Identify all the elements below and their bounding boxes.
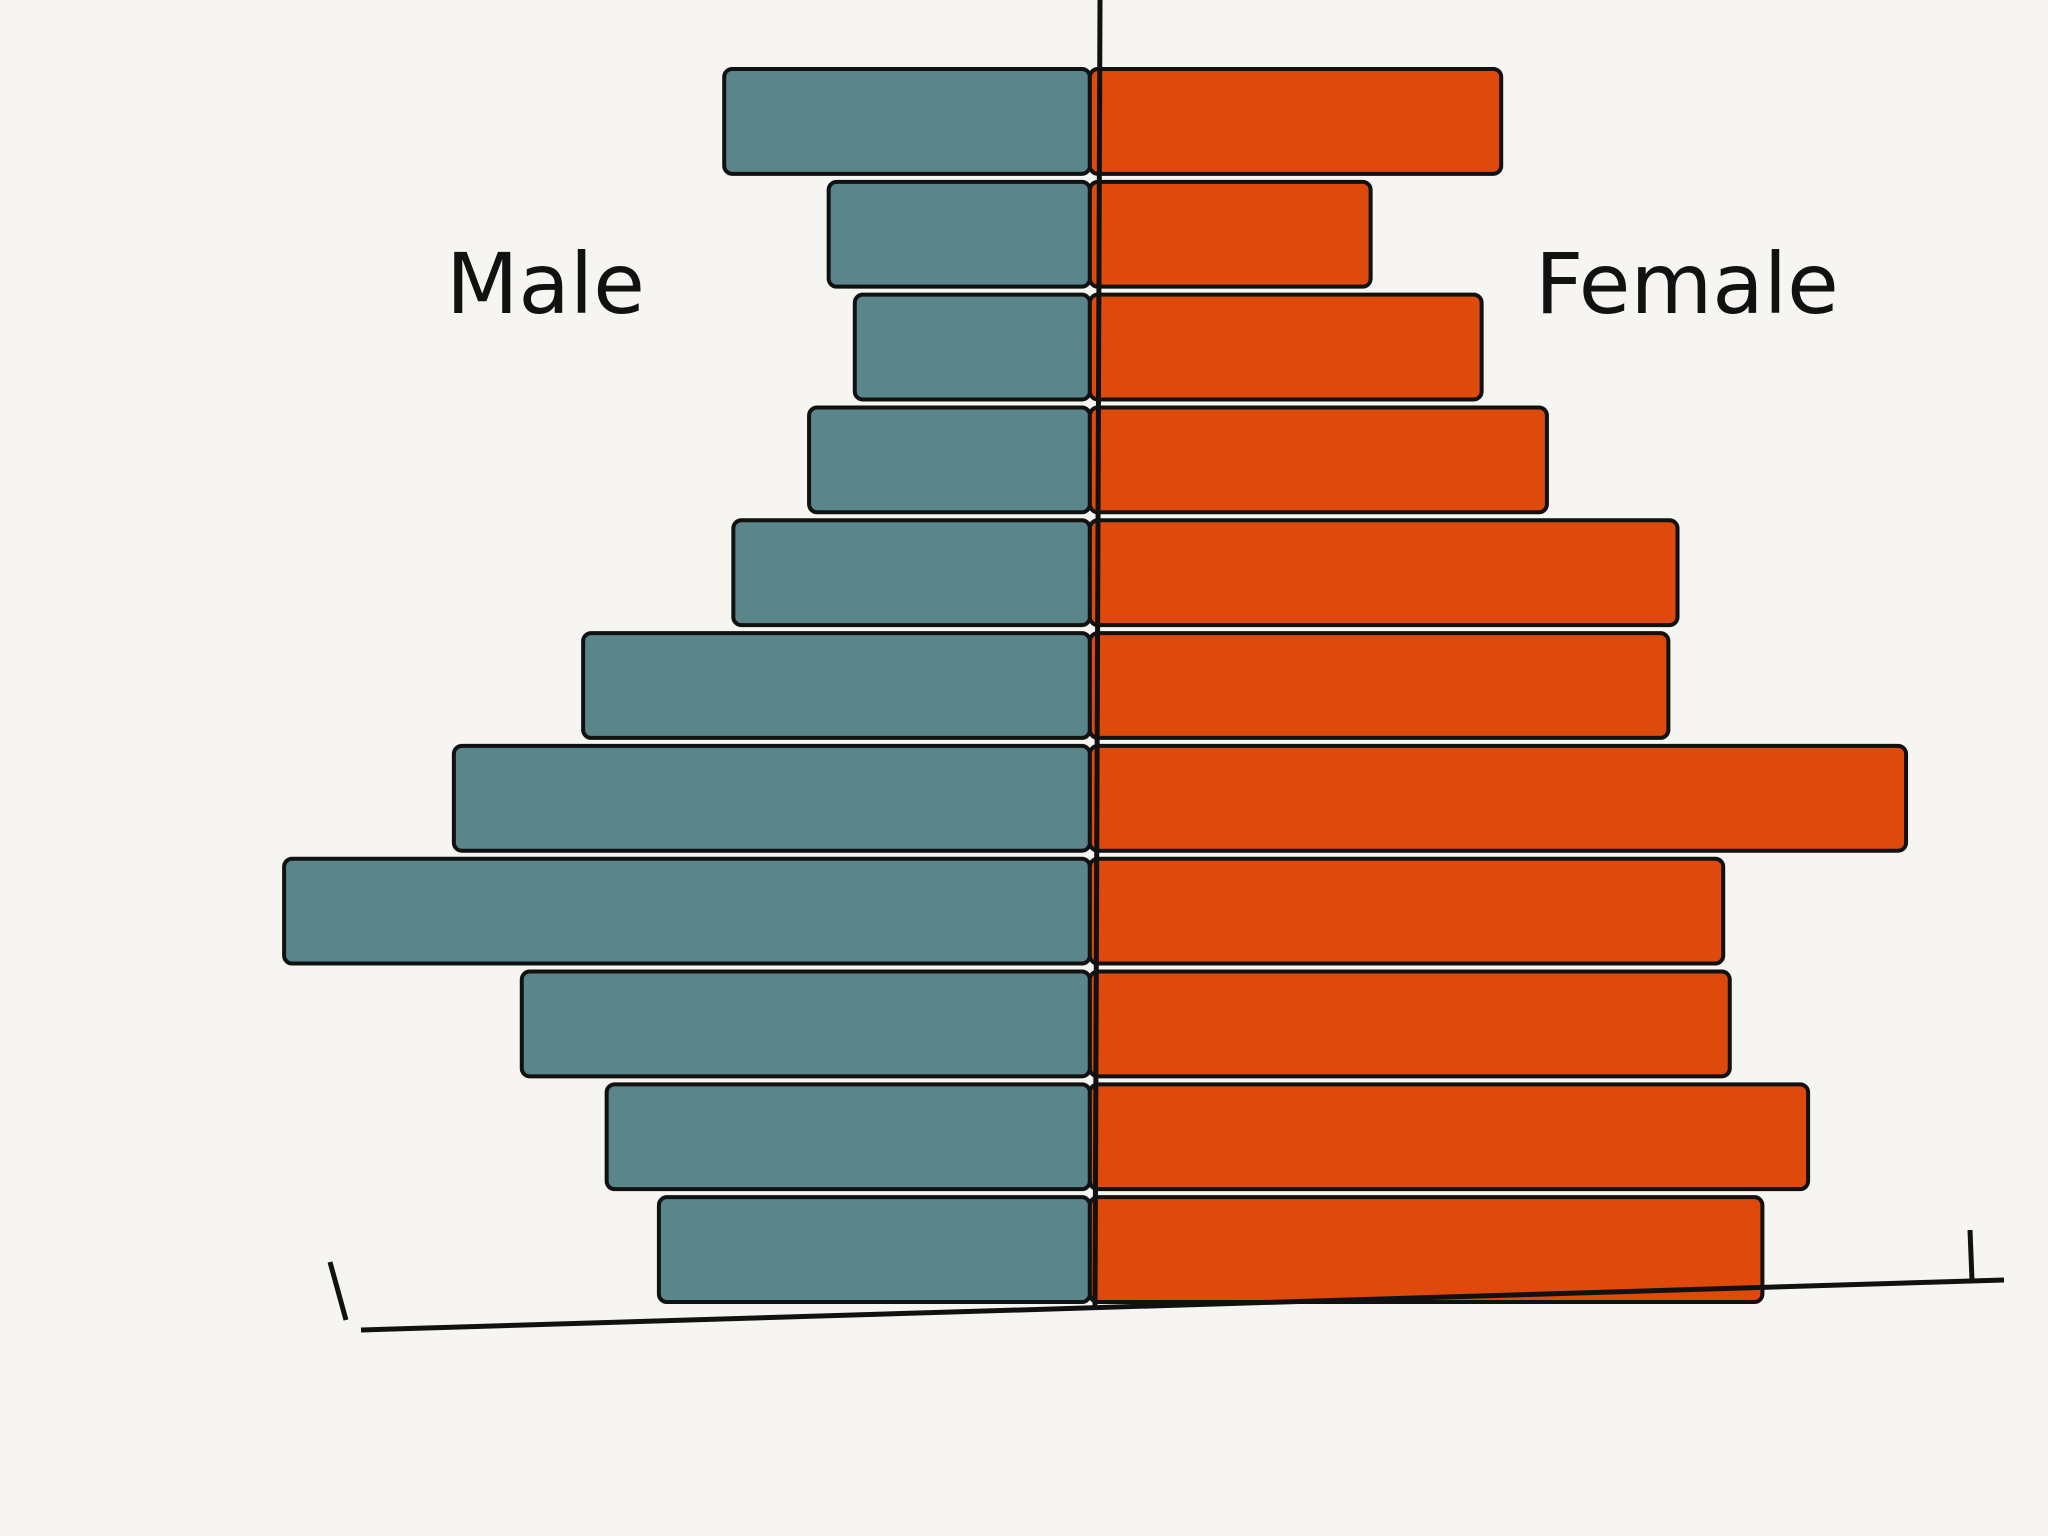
center-line bbox=[1092, 0, 1103, 1307]
bar bbox=[1087, 405, 1549, 515]
axis-end-tick bbox=[1967, 1229, 1975, 1281]
bar bbox=[1087, 631, 1671, 740]
bar bbox=[656, 1195, 1092, 1304]
bar bbox=[519, 969, 1092, 1079]
bar bbox=[282, 856, 1092, 966]
bar bbox=[807, 405, 1092, 515]
axis-end-tick bbox=[327, 1261, 349, 1321]
bar bbox=[1087, 856, 1726, 966]
bar bbox=[1087, 292, 1484, 402]
bar bbox=[451, 743, 1092, 853]
bar bbox=[1087, 1195, 1765, 1304]
bar bbox=[1087, 179, 1373, 289]
bar bbox=[1087, 1082, 1811, 1192]
axis-line bbox=[360, 1277, 2005, 1333]
bar bbox=[1087, 518, 1680, 628]
bar bbox=[722, 67, 1092, 176]
legend-label: Male bbox=[446, 235, 645, 333]
bar bbox=[1087, 67, 1504, 176]
bar bbox=[826, 179, 1092, 289]
bar bbox=[731, 518, 1092, 628]
bar bbox=[852, 292, 1092, 402]
bar bbox=[604, 1082, 1092, 1192]
bar bbox=[1087, 969, 1732, 1079]
bar bbox=[581, 631, 1092, 740]
bar bbox=[1087, 743, 1909, 853]
legend-label: Female bbox=[1535, 235, 1839, 333]
